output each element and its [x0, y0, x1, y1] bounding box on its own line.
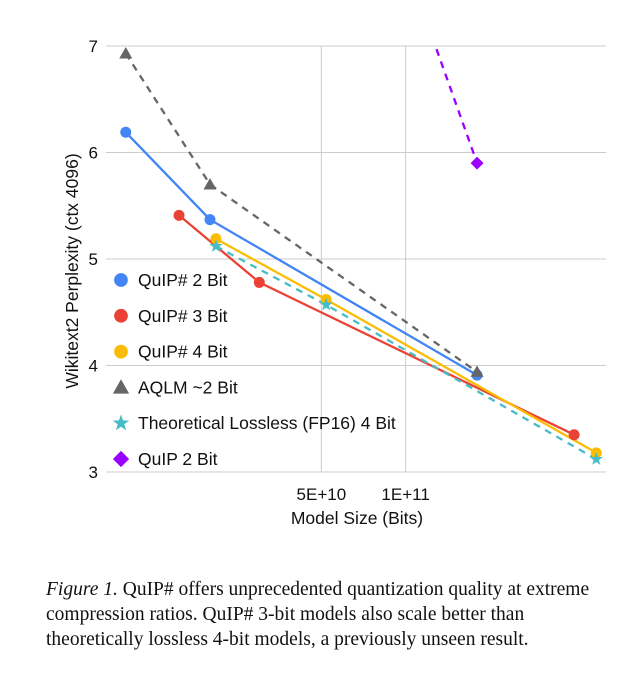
legend-marker-quip-2-bit	[114, 273, 128, 287]
data-point-quip-2-bit	[120, 126, 132, 138]
legend-marker-theoretical-lossless-fp16-4-bit	[112, 414, 130, 431]
chart: 3 4 5 6 7 5E+10 1E+11 Model Size (Bits) Wikitext…	[62, 37, 606, 528]
data-point-quip-4-bit	[210, 233, 222, 245]
y-tick-label: 4	[89, 357, 98, 376]
data-point-theoretical-lossless-fp16-4-bit	[589, 452, 603, 465]
legend-label-quip-2-bit: QuIP 2 Bit	[138, 449, 218, 469]
legend: QuIP# 2 Bit QuIP# 3 Bit QuIP# 4 Bit AQLM ~2…	[112, 270, 396, 469]
data-point-aqlm-2-bit	[470, 365, 484, 377]
data-point-quip-3-bit	[173, 209, 185, 221]
series-line-quip-2-bit	[434, 46, 479, 164]
data-point-theoretical-lossless-fp16-4-bit	[319, 297, 333, 311]
legend-label-quip-2-bit: QuIP# 2 Bit	[138, 270, 228, 290]
data-point-quip-3-bit	[568, 429, 580, 441]
y-tick-label: 7	[89, 37, 98, 56]
data-point-quip-2-bit	[470, 156, 484, 170]
legend-label-quip-4-bit: QuIP# 4 Bit	[138, 342, 228, 362]
legend-label-quip-3-bit: QuIP# 3 Bit	[138, 306, 228, 326]
legend-marker-quip-2-bit	[112, 450, 130, 468]
figure-label: Figure 1.	[46, 579, 118, 600]
x-tick-label: 1E+11	[381, 485, 429, 504]
series-line-quip-2-bit	[124, 131, 478, 377]
caption-text: QuIP# offers unprecedented quantization …	[46, 579, 590, 650]
y-tick-label: 5	[89, 250, 98, 269]
data-point-aqlm-2-bit	[203, 177, 217, 190]
chart-svg: 3 4 5 6 7 5E+10 1E+11 Model Size (Bits) Wikitext…	[62, 37, 606, 528]
legend-marker-quip-4-bit	[114, 344, 128, 359]
series-line-quip-3-bit	[178, 214, 575, 436]
y-tick-label: 3	[89, 463, 98, 482]
legend-label-aqlm-2-bit: AQLM ~2 Bit	[138, 377, 238, 397]
data-point-quip-3-bit	[253, 276, 265, 288]
series-line-theoretical-lossless-fp16-4-bit	[215, 245, 597, 461]
data-point-quip-2-bit	[204, 214, 216, 226]
figure-caption: Figure 1. QuIP# offers unprecedented qua…	[46, 577, 618, 652]
legend-marker-quip-3-bit	[114, 308, 128, 323]
y-tick-label: 6	[89, 144, 98, 163]
data-point-aqlm-2-bit	[119, 46, 133, 59]
legend-marker-aqlm-2-bit	[112, 379, 130, 394]
data-point-theoretical-lossless-fp16-4-bit	[209, 239, 223, 252]
x-tick-label: 5E+10	[297, 485, 347, 504]
legend-label-theoretical-lossless-fp16-4-bit: Theoretical Lossless (FP16) 4 Bit	[138, 413, 396, 433]
y-axis-title: Wikitext2 Perplexity (ctx 4096)	[62, 153, 82, 388]
x-axis-title: Model Size (Bits)	[291, 508, 423, 528]
